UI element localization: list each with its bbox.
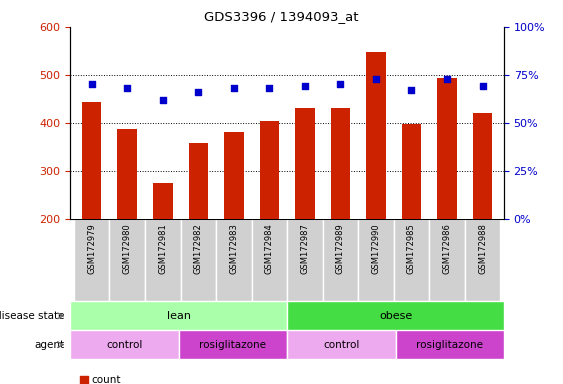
Bar [330, 109, 350, 219]
Point [443, 76, 452, 82]
Text: GSM172984: GSM172984 [265, 223, 274, 274]
Bar [437, 78, 457, 219]
Point [372, 76, 381, 82]
Text: control: control [106, 339, 143, 350]
Point [301, 83, 310, 89]
Text: agent: agent [34, 339, 65, 350]
Text: GSM172980: GSM172980 [123, 223, 132, 274]
Bar [465, 219, 501, 301]
Bar [145, 219, 181, 301]
Point [80, 377, 89, 383]
Bar [287, 301, 504, 330]
Bar [323, 219, 358, 301]
Bar [366, 52, 386, 219]
Text: GSM172986: GSM172986 [443, 223, 452, 274]
Text: GSM172990: GSM172990 [372, 223, 381, 274]
Text: GSM172982: GSM172982 [194, 223, 203, 274]
Text: GSM172989: GSM172989 [336, 223, 345, 274]
Point [194, 89, 203, 95]
Point [87, 81, 96, 88]
Text: count: count [92, 375, 121, 384]
Bar [287, 219, 323, 301]
Text: GSM172987: GSM172987 [301, 223, 310, 274]
Text: rosiglitazone: rosiglitazone [416, 339, 483, 350]
Text: GSM172979: GSM172979 [87, 223, 96, 274]
Bar [181, 219, 216, 301]
Point [407, 87, 416, 93]
Point [478, 83, 487, 89]
Bar [153, 184, 172, 219]
Bar [216, 219, 252, 301]
Bar [358, 219, 394, 301]
Bar [429, 219, 465, 301]
Bar [118, 129, 137, 219]
Text: rosiglitazone: rosiglitazone [199, 339, 266, 350]
Text: GSM172983: GSM172983 [229, 223, 238, 274]
Bar [70, 301, 287, 330]
Text: GSM172981: GSM172981 [158, 223, 167, 274]
Bar [287, 330, 395, 359]
Text: GSM172985: GSM172985 [407, 223, 416, 274]
Bar [74, 219, 109, 301]
Bar [109, 219, 145, 301]
Text: GSM172988: GSM172988 [478, 223, 487, 274]
Bar [82, 102, 101, 219]
Bar [189, 143, 208, 219]
Text: GDS3396 / 1394093_at: GDS3396 / 1394093_at [204, 10, 359, 23]
Bar [395, 330, 504, 359]
Point [336, 81, 345, 88]
Bar [402, 124, 421, 219]
Point [158, 97, 167, 103]
Text: lean: lean [167, 311, 191, 321]
Point [123, 85, 132, 91]
Bar [179, 330, 287, 359]
Bar [394, 219, 429, 301]
Text: disease state: disease state [0, 311, 65, 321]
Bar [295, 108, 315, 219]
Bar [224, 131, 244, 219]
Point [229, 85, 238, 91]
Text: obese: obese [379, 311, 412, 321]
Bar [70, 330, 179, 359]
Point [265, 85, 274, 91]
Bar [473, 113, 492, 219]
Text: control: control [323, 339, 360, 350]
Bar [260, 121, 279, 219]
Bar [252, 219, 287, 301]
